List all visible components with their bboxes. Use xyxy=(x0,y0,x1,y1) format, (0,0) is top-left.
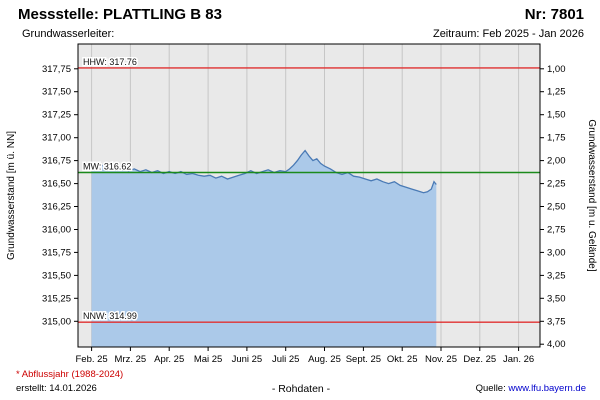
x-tick-label: Juli 25 xyxy=(272,354,299,365)
y-right-tick-label: 2,25 xyxy=(547,179,566,190)
plot-frame xyxy=(77,43,541,348)
y-left-tick-label: 317,25 xyxy=(42,110,71,121)
y-left-tick-label: 317,50 xyxy=(42,87,71,98)
hhw-label: HHW: 317.76 xyxy=(83,57,137,67)
groundwater-area xyxy=(91,150,437,347)
subheader: Grundwasserleiter: Zeitraum: Feb 2025 - … xyxy=(22,28,584,40)
footer: erstellt: 14.01.2026 - Rohdaten - Quelle… xyxy=(16,383,586,397)
aquifer-label: Grundwasserleiter: xyxy=(22,28,115,40)
source: Quelle: www.lfu.bayern.de xyxy=(476,383,586,394)
y-left-tick-label: 317,75 xyxy=(42,64,71,75)
station-number: Nr: 7801 xyxy=(524,6,584,23)
x-tick-label: Jan. 26 xyxy=(503,354,534,365)
y-right-tick-label: 4,00 xyxy=(547,339,566,350)
y-left-tick-label: 315,50 xyxy=(42,270,71,281)
created-label: erstellt: 14.01.2026 xyxy=(16,383,97,394)
y-left-tick-label: 315,00 xyxy=(42,316,71,327)
y-left-axis-title: Grundwasserstand [m ü. NN] xyxy=(6,131,17,260)
x-tick-label: Mrz. 25 xyxy=(115,354,147,365)
header: Messstelle: PLATTLING B 83 Nr: 7801 xyxy=(18,6,584,23)
groundwater-chart: HHW: 317.76 MW: 316.62 NNW: 314.99 317,75 31… xyxy=(6,43,597,365)
source-link[interactable]: www.lfu.bayern.de xyxy=(508,383,586,394)
x-tick-label: Apr. 25 xyxy=(154,354,184,365)
y-right-tick-label: 3,75 xyxy=(547,316,566,327)
page-title: Messstelle: PLATTLING B 83 xyxy=(18,6,222,23)
y-right-tick-label: 2,75 xyxy=(547,224,566,235)
y-left-tick-label: 317,00 xyxy=(42,133,71,144)
x-tick-label: Okt. 25 xyxy=(387,354,418,365)
y-left-tick-label: 316,50 xyxy=(42,179,71,190)
rohdaten-label: - Rohdaten - xyxy=(271,383,331,395)
y-right-tick-label: 3,00 xyxy=(547,247,566,258)
x-tick-label: Mai 25 xyxy=(194,354,223,365)
y-right-tick-label: 2,50 xyxy=(547,202,566,213)
footnote-abflussjahr: * Abflussjahr (1988-2024) xyxy=(16,369,124,380)
x-tick-label: Juni 25 xyxy=(232,354,263,365)
nnw-label: NNW: 314.99 xyxy=(83,311,137,321)
y-left-tick-label: 316,75 xyxy=(42,156,71,167)
x-tick-label: Nov. 25 xyxy=(425,354,457,365)
y-right-tick-label: 1,50 xyxy=(547,110,566,121)
period-label: Zeitraum: Feb 2025 - Jan 2026 xyxy=(432,28,584,40)
y-right-tick-label: 2,00 xyxy=(547,156,566,167)
x-tick-label: Aug. 25 xyxy=(308,354,341,365)
y-right-tick-label: 3,50 xyxy=(547,293,566,304)
y-left-tick-label: 316,25 xyxy=(42,202,71,213)
y-right-tick-label: 1,00 xyxy=(547,64,566,75)
mw-label: MW: 316.62 xyxy=(83,162,131,172)
y-left-tick-label: 315,75 xyxy=(42,247,71,258)
x-tick-label: Sept. 25 xyxy=(346,354,381,365)
source-label: Quelle: xyxy=(475,383,506,394)
x-tick-label: Feb. 25 xyxy=(75,354,107,365)
y-right-axis-title: Grundwasserstand [m u. Gelände] xyxy=(586,119,597,272)
x-tick-label: Dez. 25 xyxy=(463,354,496,365)
y-right-tick-label: 1,75 xyxy=(547,133,566,144)
y-left-tick-label: 315,25 xyxy=(42,293,71,304)
y-right-tick-label: 1,25 xyxy=(547,87,566,98)
y-left-tick-label: 316,00 xyxy=(42,224,71,235)
y-right-tick-label: 3,25 xyxy=(547,270,566,281)
